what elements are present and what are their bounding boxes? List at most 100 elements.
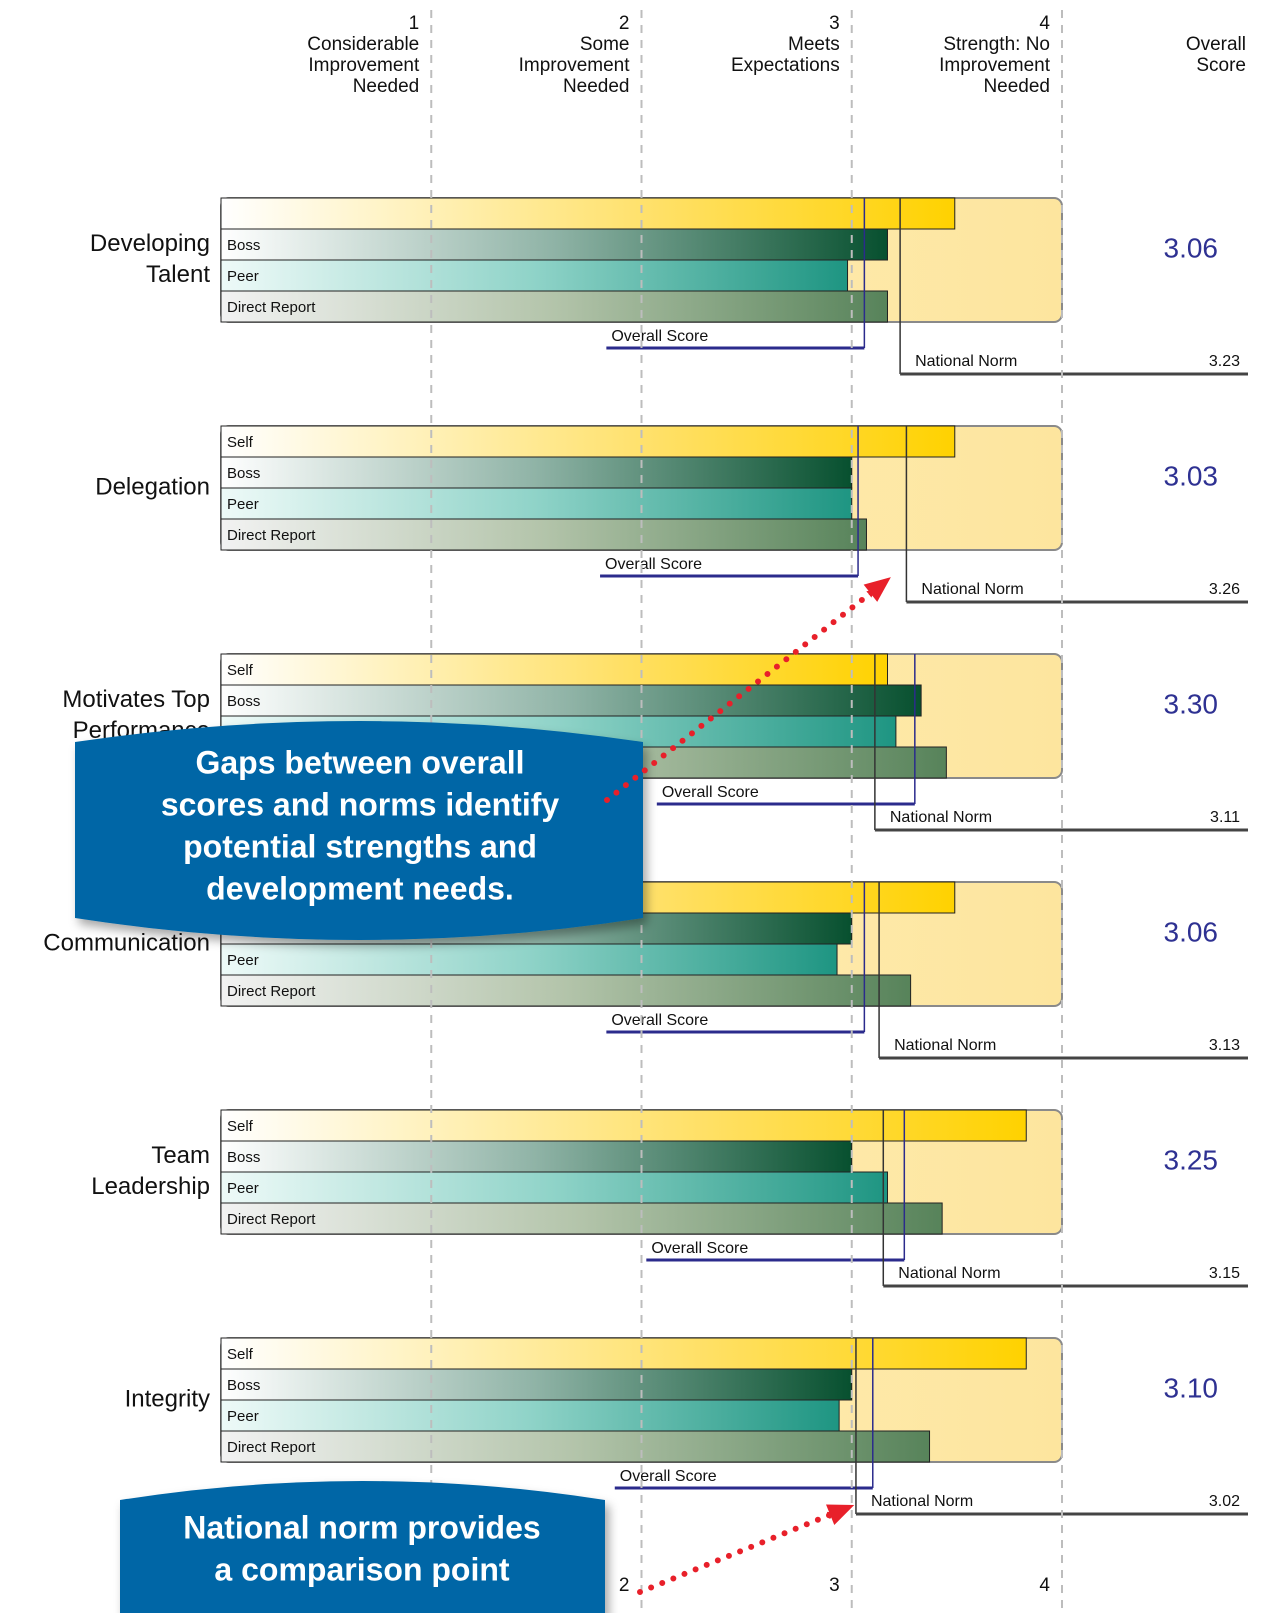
bar	[220, 1202, 943, 1235]
overall-value: 3.10	[1164, 1372, 1219, 1403]
series-label: Peer	[227, 268, 259, 285]
series-label: Self	[227, 1346, 254, 1363]
bar	[220, 1337, 1027, 1370]
callout-arrow	[604, 589, 876, 803]
series-label: Peer	[227, 1408, 259, 1425]
overall-value: 3.06	[1164, 916, 1219, 947]
category-label: Delegation	[95, 473, 210, 500]
series-label: Peer	[227, 952, 259, 969]
series-label: Self	[227, 1118, 254, 1135]
series-label: Direct Report	[227, 527, 316, 544]
norm-text: National Norm	[921, 581, 1023, 598]
scale-label: Improvement	[519, 55, 631, 76]
norm-value: 3.26	[1209, 581, 1240, 598]
x-tick-label: 4	[1039, 1575, 1050, 1596]
bar	[220, 1109, 1027, 1142]
norm-text: National Norm	[890, 809, 992, 826]
bar	[220, 1430, 931, 1463]
series-label: Self	[227, 662, 254, 679]
bar	[220, 259, 849, 292]
callout-layer: Gaps between overall scores and norms ide…	[75, 577, 891, 1613]
category-label: Developing	[90, 230, 210, 257]
overall-value: 3.06	[1164, 232, 1219, 263]
scale-label: Meets	[788, 34, 840, 55]
callout-text: potential strengths and	[183, 828, 537, 864]
bar	[220, 1140, 853, 1173]
callout-text: Gaps between overall	[195, 744, 524, 780]
callout-text: National norm provides	[183, 1509, 540, 1545]
overall-text: Overall Score	[662, 784, 759, 801]
x-tick-label: 1	[409, 13, 420, 34]
scale-label: Expectations	[731, 55, 840, 76]
bar	[220, 518, 867, 551]
scale-label: Improvement	[939, 55, 1051, 76]
norm-value: 3.02	[1209, 1493, 1240, 1510]
series-label: Direct Report	[227, 299, 316, 316]
overall-text: Overall Score	[611, 328, 708, 345]
bar	[220, 1399, 840, 1432]
bar	[220, 197, 956, 230]
norm-text: National Norm	[871, 1493, 973, 1510]
bar	[220, 684, 922, 717]
norm-value: 3.13	[1209, 1037, 1240, 1054]
category-label: Integrity	[125, 1385, 210, 1412]
callout-text: development needs.	[206, 870, 514, 906]
overall-value: 3.30	[1164, 688, 1219, 719]
series-label: Direct Report	[227, 983, 316, 1000]
norm-text: National Norm	[898, 1265, 1000, 1282]
overall-text: Overall Score	[651, 1240, 748, 1257]
overall-header: Score	[1196, 55, 1246, 76]
norm-value: 3.11	[1210, 809, 1240, 826]
x-tick-label: 3	[829, 13, 840, 34]
overall-value: 3.03	[1164, 460, 1219, 491]
norm-text: National Norm	[915, 353, 1017, 370]
series-label: Self	[227, 434, 254, 451]
category-label: Leadership	[91, 1173, 210, 1200]
overall-header: Overall	[1186, 34, 1246, 55]
bar	[220, 456, 853, 489]
series-label: Boss	[227, 237, 260, 254]
series-label: Peer	[227, 496, 259, 513]
bar	[220, 228, 888, 261]
callout-text: scores and norms identify	[161, 786, 560, 822]
overall-text: Overall Score	[605, 556, 702, 573]
series-label: Boss	[227, 693, 260, 710]
scale-label: Strength: No	[943, 34, 1050, 55]
overall-text: Overall Score	[620, 1468, 717, 1485]
callout-text: a comparison point	[214, 1551, 509, 1587]
scale-label: Considerable	[307, 34, 419, 55]
arrow-head	[826, 1504, 855, 1525]
category-label: Team	[151, 1142, 210, 1169]
overall-value: 3.25	[1164, 1144, 1219, 1175]
category-label: Motivates Top	[62, 686, 210, 713]
callout-arrow	[637, 1511, 836, 1595]
x-tick-label: 2	[619, 1575, 630, 1596]
bar	[220, 1368, 853, 1401]
norm-value: 3.15	[1209, 1265, 1240, 1282]
bar	[220, 943, 838, 976]
bar	[220, 974, 912, 1007]
arrow-head	[863, 577, 891, 602]
overall-text: Overall Score	[611, 1012, 708, 1029]
category-label: Talent	[146, 261, 210, 288]
callout-box	[75, 721, 643, 940]
series-label: Direct Report	[227, 1211, 316, 1228]
scale-label: Some	[580, 34, 630, 55]
series-label: Boss	[227, 1149, 260, 1166]
callout-box	[120, 1481, 605, 1613]
scale-label: Needed	[983, 76, 1050, 97]
scale-label: Needed	[353, 76, 420, 97]
category-label: Communication	[43, 929, 210, 956]
bar	[220, 425, 956, 458]
norm-text: National Norm	[894, 1037, 996, 1054]
bar	[220, 487, 853, 520]
bar	[220, 290, 888, 323]
x-tick-label: 4	[1039, 13, 1050, 34]
x-tick-label: 2	[619, 13, 630, 34]
bar	[220, 1171, 888, 1204]
series-label: Boss	[227, 465, 260, 482]
scale-label: Improvement	[308, 55, 420, 76]
series-label: Direct Report	[227, 1439, 316, 1456]
scale-label: Needed	[563, 76, 630, 97]
